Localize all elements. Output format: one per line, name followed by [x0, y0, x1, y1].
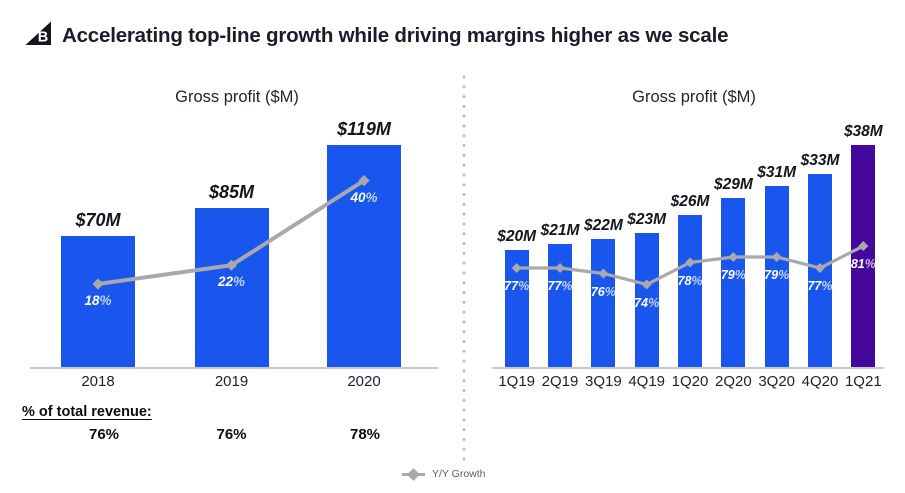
footnote-value: 76% [88, 426, 120, 443]
bar-value-label: $23M [627, 210, 667, 228]
x-axis-label: 2018 [81, 373, 115, 390]
growth-label: 74% [634, 295, 660, 310]
legend: Y/Y Growth [402, 467, 486, 481]
growth-label: 81% [850, 257, 876, 271]
bar-value-label: $70M [75, 210, 121, 231]
bar-2Q19 [548, 244, 573, 367]
x-axis-label: 1Q19 [498, 373, 536, 390]
bar-2020 [327, 144, 401, 367]
bar-value-label: $26M [670, 193, 710, 211]
x-axis-label: 2019 [214, 373, 249, 390]
page-title: Accelerating top-line growth while drivi… [62, 24, 729, 47]
bar-value-label: $29M [713, 175, 753, 193]
bar-value-label: $22M [583, 216, 623, 234]
x-axis-label: 2Q19 [541, 373, 579, 390]
x-axis-label: 3Q19 [585, 373, 622, 390]
x-axis-label: 1Q20 [671, 373, 709, 390]
dotted-divider [462, 75, 466, 467]
x-axis-label: 2Q20 [714, 373, 752, 390]
growth-label: 22% [217, 274, 246, 290]
bar-1Q20 [678, 215, 703, 367]
footnote-value: 76% [216, 426, 247, 443]
bar-value-label: $21M [540, 222, 580, 240]
svg-text:B: B [38, 30, 48, 46]
x-axis-label: 4Q20 [801, 373, 839, 390]
bar-value-label: $85M [208, 182, 255, 203]
bar-value-label: $38M [843, 123, 883, 141]
growth-label: 77% [807, 279, 833, 293]
bar-value-label: $33M [800, 152, 840, 170]
slide-header: B Accelerating top-line growth while dri… [0, 0, 905, 62]
growth-label: 40% [350, 189, 378, 205]
annual-chart-title: Gross profit ($M) [175, 88, 299, 106]
line-diamond-marker-icon [402, 467, 425, 481]
growth-label: 76% [590, 284, 616, 299]
legend-label: Y/Y Growth [432, 468, 486, 480]
bar-value-label: $31M [757, 163, 797, 181]
x-axis-label: 4Q19 [628, 373, 666, 390]
x-axis-label: 3Q20 [758, 373, 796, 390]
footnote-value: 78% [349, 426, 381, 443]
x-axis-label: 1Q21 [844, 373, 882, 390]
x-axis [30, 367, 438, 369]
quarterly-chart-title: Gross profit ($M) [632, 88, 756, 106]
x-axis-label: 2020 [347, 373, 381, 390]
footnote-label: % of total revenue: [22, 404, 152, 420]
growth-label: 18% [84, 293, 112, 308]
bigcommerce-logo-icon: B [25, 21, 51, 46]
bar-value-label: $20M [497, 228, 537, 246]
bar-1Q19 [504, 250, 529, 367]
bar-2Q20 [721, 197, 746, 367]
x-axis [492, 367, 884, 369]
bar-value-label: $119M [337, 118, 391, 139]
